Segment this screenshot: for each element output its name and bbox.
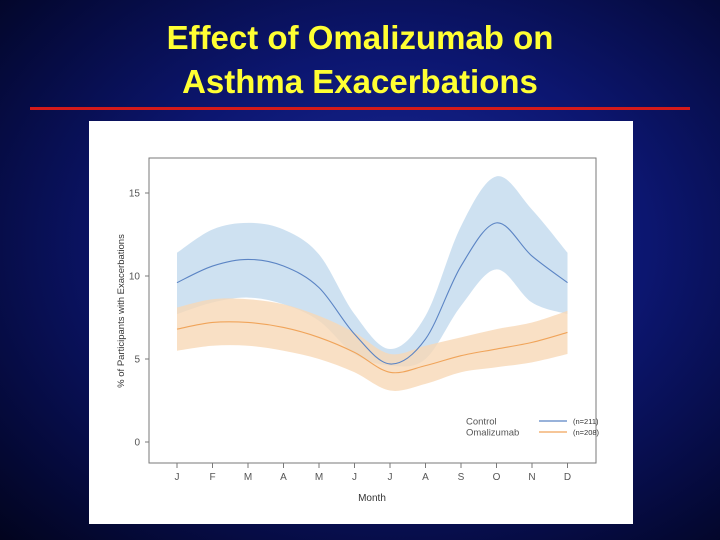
x-tick-label: J	[352, 472, 357, 483]
x-tick-label: A	[422, 472, 429, 483]
line-control	[176, 222, 568, 365]
y-tick-label: 10	[129, 272, 141, 283]
y-tick-label: 5	[134, 355, 140, 366]
x-axis-label: Month	[358, 493, 386, 504]
slide-title: Effect of Omalizumab on Asthma Exacerbat…	[0, 16, 720, 104]
legend-label-omalizumab: Omalizumab	[466, 428, 519, 439]
legend-n-control: (n=211)	[573, 417, 599, 426]
x-tick-label: D	[564, 472, 571, 483]
x-tick-label: M	[315, 472, 323, 483]
legend-label-control: Control	[466, 417, 497, 428]
band-omalizumab	[177, 298, 568, 391]
legend: Control (n=211) Omalizumab (n=208)	[466, 417, 600, 439]
x-tick-label: F	[209, 472, 215, 483]
y-tick-label: 0	[134, 438, 140, 449]
y-tick-label: 15	[129, 189, 141, 200]
chart-panel: 0 5 10 15 J F M A M J J A S O N D Month % of Participa…	[89, 121, 633, 524]
title-divider	[30, 107, 690, 110]
line-omalizumab	[176, 321, 568, 374]
x-tick-label: M	[244, 472, 252, 483]
band-control	[177, 176, 568, 367]
x-tick-label: S	[458, 472, 465, 483]
x-tick-label: A	[280, 472, 287, 483]
series-lines	[176, 222, 568, 374]
exacerbation-chart: 0 5 10 15 J F M A M J J A S O N D Month % of Participa…	[116, 157, 600, 504]
legend-n-omalizumab: (n=208)	[573, 428, 600, 437]
slide-title-line2: Asthma Exacerbations	[182, 63, 538, 100]
y-axis-label: % of Participants with Exacerbations	[116, 234, 127, 388]
x-tick-label: O	[493, 472, 501, 483]
x-tick-label: J	[388, 472, 393, 483]
x-tick-label: J	[175, 472, 180, 483]
x-tick-label: N	[528, 472, 535, 483]
slide-title-line1: Effect of Omalizumab on	[166, 19, 554, 56]
confidence-bands	[177, 176, 568, 391]
y-axis: 0 5 10 15	[129, 189, 150, 449]
